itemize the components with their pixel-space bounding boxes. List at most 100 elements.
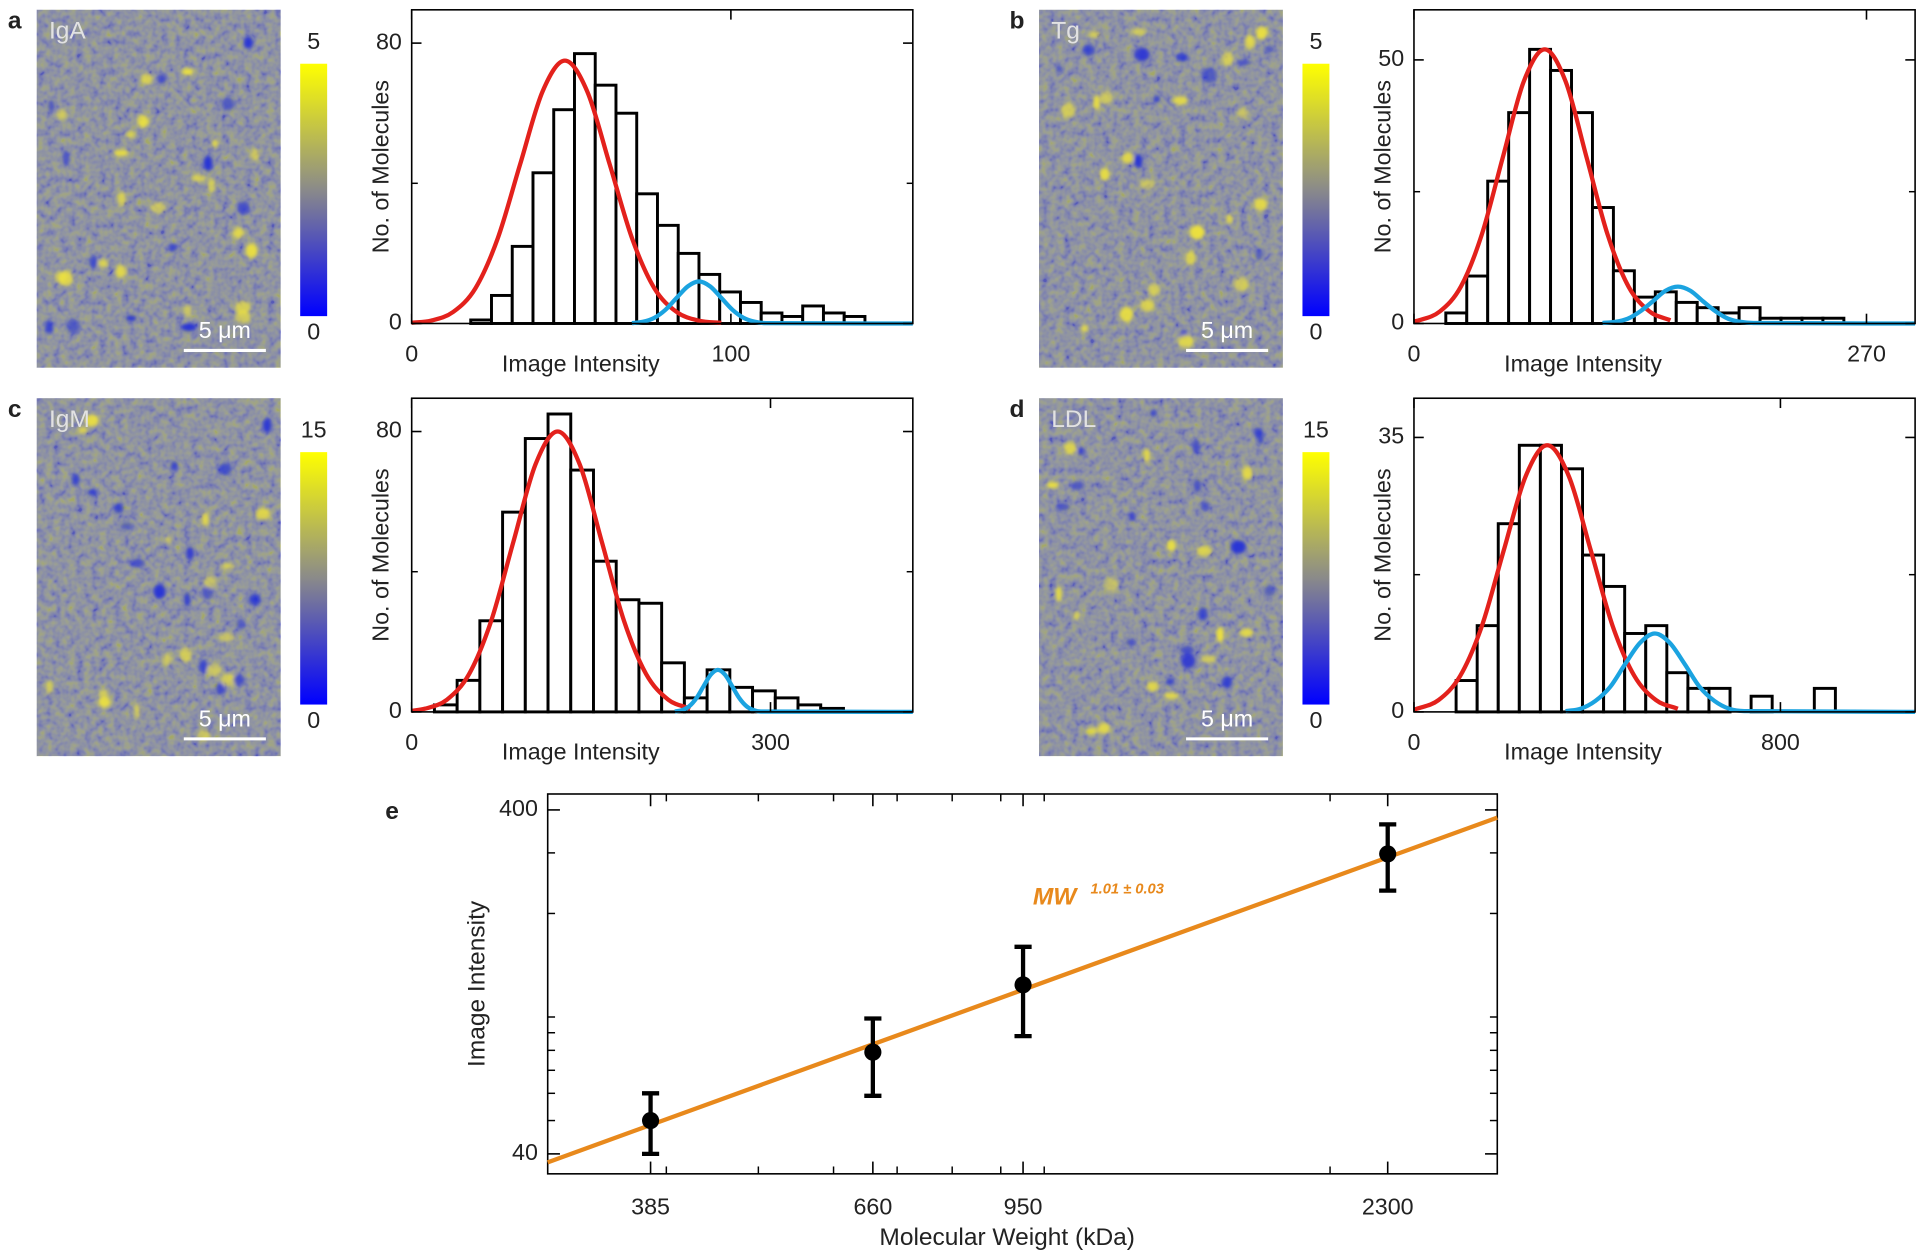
micrograph-feature	[179, 646, 192, 663]
micrograph-feature	[191, 174, 207, 182]
image-label: LDL	[1051, 406, 1096, 433]
micrograph-feature	[186, 546, 194, 561]
histogram-bar	[1812, 686, 1837, 714]
micrograph-feature	[235, 310, 251, 324]
micrograph-feature	[1244, 34, 1255, 49]
micrograph-feature	[1055, 65, 1063, 73]
micrograph-feature	[1100, 90, 1113, 105]
micrograph-feature	[1242, 465, 1253, 480]
micrograph-feature	[1201, 67, 1217, 84]
micrograph-feature	[48, 99, 55, 113]
x-tick-label: 0	[1407, 729, 1420, 755]
micrograph-feature	[120, 522, 133, 530]
histogram-bar	[1475, 624, 1500, 714]
y-axis-label: Image Intensity	[463, 900, 490, 1067]
panel-label: e	[385, 798, 399, 825]
histogram-bar	[569, 468, 595, 714]
colorbar-tick-label: 0	[1309, 318, 1322, 344]
micrograph-feature	[1178, 334, 1194, 349]
micrograph-feature	[1139, 179, 1156, 190]
micrograph-feature	[1239, 628, 1254, 638]
micrograph-feature	[1200, 501, 1210, 512]
micrograph-feature	[1255, 248, 1263, 261]
micrograph-feature	[1193, 478, 1202, 493]
micrograph-feature	[153, 583, 166, 599]
micrograph-feature	[1072, 610, 1080, 620]
micrograph	[1039, 398, 1283, 757]
micrograph-feature	[1143, 448, 1151, 464]
micrograph-feature	[1230, 540, 1247, 554]
micrograph-feature	[141, 73, 153, 85]
panel-label: a	[8, 8, 22, 35]
micrograph-feature	[1201, 655, 1216, 664]
micrograph-feature	[248, 593, 261, 606]
histogram-bar	[1507, 111, 1532, 325]
micrograph-feature	[170, 461, 178, 471]
micrograph-feature	[1125, 639, 1137, 646]
micrograph-feature	[1163, 692, 1179, 699]
micrograph-feature	[150, 202, 166, 213]
micrograph-feature	[184, 591, 191, 607]
panel-label: b	[1009, 8, 1024, 35]
x-tick-label: 0	[405, 341, 418, 367]
histogram-bar	[573, 52, 597, 325]
micrograph-feature	[1099, 168, 1110, 181]
scale-bar-label: 5 μm	[199, 317, 251, 343]
y-tick-label: 0	[1391, 309, 1404, 335]
y-tick-label: 35	[1378, 423, 1404, 449]
colorbar-tick-label: 5	[307, 28, 320, 54]
histogram-bar	[478, 619, 505, 714]
y-tick-label: 40	[512, 1139, 538, 1165]
x-axis-label: Image Intensity	[502, 739, 660, 765]
micrograph-feature	[1221, 676, 1233, 689]
micrograph	[36, 398, 281, 757]
micrograph-feature	[89, 255, 98, 269]
micrograph-feature	[232, 227, 244, 239]
micrograph-feature	[1225, 214, 1234, 224]
micrograph-feature	[1088, 30, 1101, 39]
micrograph-feature	[237, 201, 250, 215]
x-tick-label: 0	[405, 729, 418, 755]
micrograph-feature	[220, 673, 237, 687]
colorbar-tick-label: 0	[1309, 707, 1322, 733]
micrograph-feature	[207, 664, 222, 678]
colorbar-tick-label: 5	[1309, 28, 1322, 54]
micrograph-feature	[1181, 653, 1196, 669]
micrograph	[1039, 9, 1283, 368]
micrograph-feature	[1071, 481, 1084, 490]
micrograph-feature	[134, 703, 141, 720]
micrograph-feature	[114, 149, 129, 157]
micrograph-feature	[262, 417, 272, 433]
micrograph-feature	[1077, 446, 1085, 456]
x-axis-label: Image Intensity	[1504, 350, 1662, 376]
micrograph-feature	[1149, 409, 1157, 417]
micrograph-feature	[1129, 511, 1136, 522]
fit-curve	[674, 667, 913, 715]
histogram-bar	[1623, 632, 1648, 714]
micrograph-feature	[1146, 681, 1159, 692]
micrograph-feature	[125, 130, 136, 139]
histogram-bar	[546, 412, 573, 714]
micrograph-feature	[1153, 95, 1161, 103]
histogram-bar	[490, 293, 514, 325]
axis-frame	[410, 397, 914, 713]
axis-frame	[1413, 9, 1916, 325]
histogram-bar	[1528, 47, 1553, 325]
y-tick-label: 0	[389, 309, 402, 335]
fit-curve	[631, 279, 913, 326]
fit-curve	[1565, 631, 1916, 715]
y-axis-label: No. of Molecules	[1370, 80, 1396, 253]
image-label: Tg	[1051, 17, 1080, 44]
micrograph-feature	[1093, 95, 1101, 111]
micrograph-feature	[233, 674, 245, 686]
micrograph-feature	[1237, 108, 1249, 119]
micrograph-feature	[221, 97, 235, 111]
histogram-bar	[637, 601, 664, 714]
data-point	[864, 1043, 882, 1061]
colorbar	[1302, 452, 1330, 705]
micrograph-feature	[1130, 27, 1146, 36]
micrograph-feature	[1176, 53, 1189, 62]
micrograph-feature	[1063, 442, 1077, 455]
micrograph-feature	[115, 265, 127, 278]
micrograph-feature	[1097, 722, 1111, 735]
